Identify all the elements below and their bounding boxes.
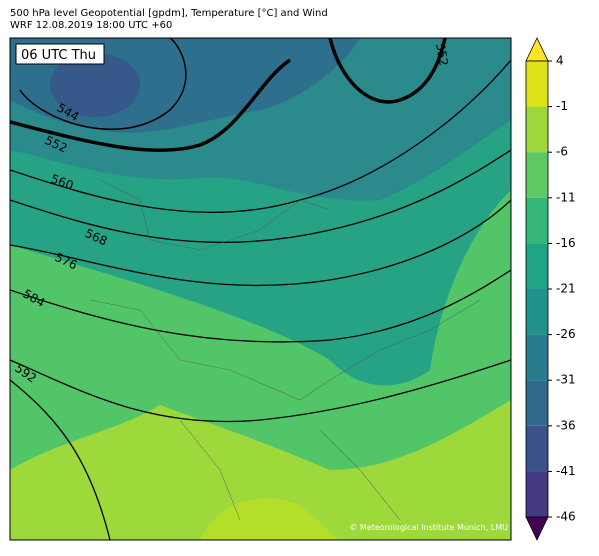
colorbar: 4 -1 -6 -11 -16 -21 -26 -31 -36 -41 -46 [525,37,576,541]
colorbar-tick-label: -21 [556,282,576,296]
colorbar-tick-label: -26 [556,327,576,341]
colorbar-segment [526,334,548,381]
time-box [15,43,105,65]
colorbar-segment [526,61,548,107]
colorbar-segment [526,152,548,198]
colorbar-segment [526,380,548,426]
colorbar-segment [526,471,548,517]
header-line: 500 hPa level Geopotential [gpdm], Tempe… [10,8,328,19]
colorbar-segment [526,106,548,153]
map [10,38,511,540]
copyright: © Meteorological Institute Munich, LMU [349,523,508,532]
map-frame [9,37,512,541]
colorbar-tick-label: -36 [556,418,576,432]
colorbar-tick-label: -16 [556,236,576,250]
colorbar-segment [526,243,548,289]
contour-label: 552 [433,42,451,67]
header-line: WRF 12.08.2019 18:00 UTC +60 [10,20,172,31]
colorbar-tick-label: -46 [556,510,576,524]
colorbar-tick-label: -31 [556,373,576,387]
time-label: 06 UTC Thu [21,48,96,63]
colorbar-segment [526,197,548,244]
colorbar-segment [526,425,548,472]
colorbar-tick-label: 4 [556,54,564,68]
colorbar-extend [525,37,549,62]
colorbar-extend [525,516,549,541]
colorbar-tick-label: -11 [556,190,576,204]
colorbar-segment [526,289,548,335]
colorbar-tick-label: -1 [556,99,568,113]
colorbar-tick-label: -6 [556,145,568,159]
colorbar-tick-label: -41 [556,464,576,478]
